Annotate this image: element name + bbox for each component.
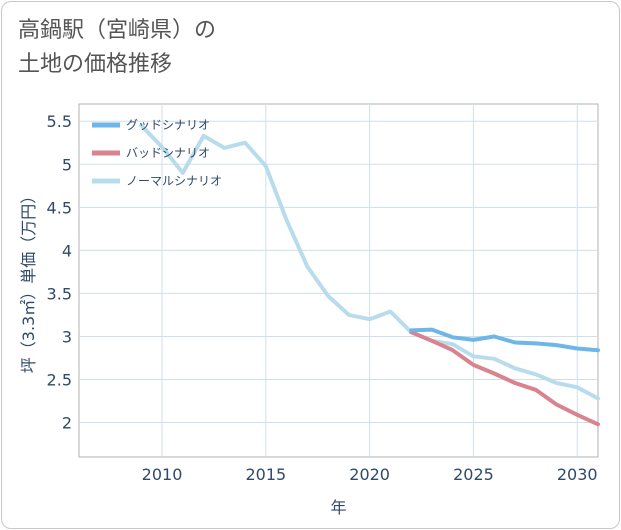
x-axis-title: 年 — [330, 498, 346, 517]
chart-title-line-1: 高鍋駅（宮崎県）の — [18, 18, 217, 43]
x-tick-label: 2025 — [453, 465, 494, 484]
y-tick-label: 5 — [62, 155, 72, 174]
chart-title-line-2: 土地の価格推移 — [18, 52, 173, 77]
chart-title: 高鍋駅（宮崎県）の 土地の価格推移 — [18, 14, 216, 82]
y-tick-label: 2.5 — [47, 371, 72, 390]
y-tick-label: 4 — [62, 241, 72, 260]
y-tick-label: 3.5 — [47, 284, 72, 303]
x-tick-label: 2030 — [557, 465, 598, 484]
legend-label-3: ノーマルシナリオ — [126, 174, 222, 188]
legend-label-1: グッドシナリオ — [126, 118, 210, 132]
y-tick-label: 3 — [62, 327, 72, 346]
series-line-2 — [409, 330, 600, 427]
legend-label-2: バッドシナリオ — [126, 146, 210, 160]
y-axis-title: 坪（3.3㎡）単価（万円） — [19, 188, 38, 373]
y-tick-label: 2 — [62, 414, 72, 433]
x-tick-label: 2020 — [349, 465, 390, 484]
plot-area — [78, 103, 599, 458]
series-line-3 — [139, 123, 600, 401]
y-tick-label: 5.5 — [47, 112, 72, 131]
series-line-1 — [409, 327, 600, 353]
x-tick-label: 2010 — [142, 465, 183, 484]
y-tick-label: 4.5 — [47, 198, 72, 217]
x-tick-label: 2015 — [245, 465, 286, 484]
